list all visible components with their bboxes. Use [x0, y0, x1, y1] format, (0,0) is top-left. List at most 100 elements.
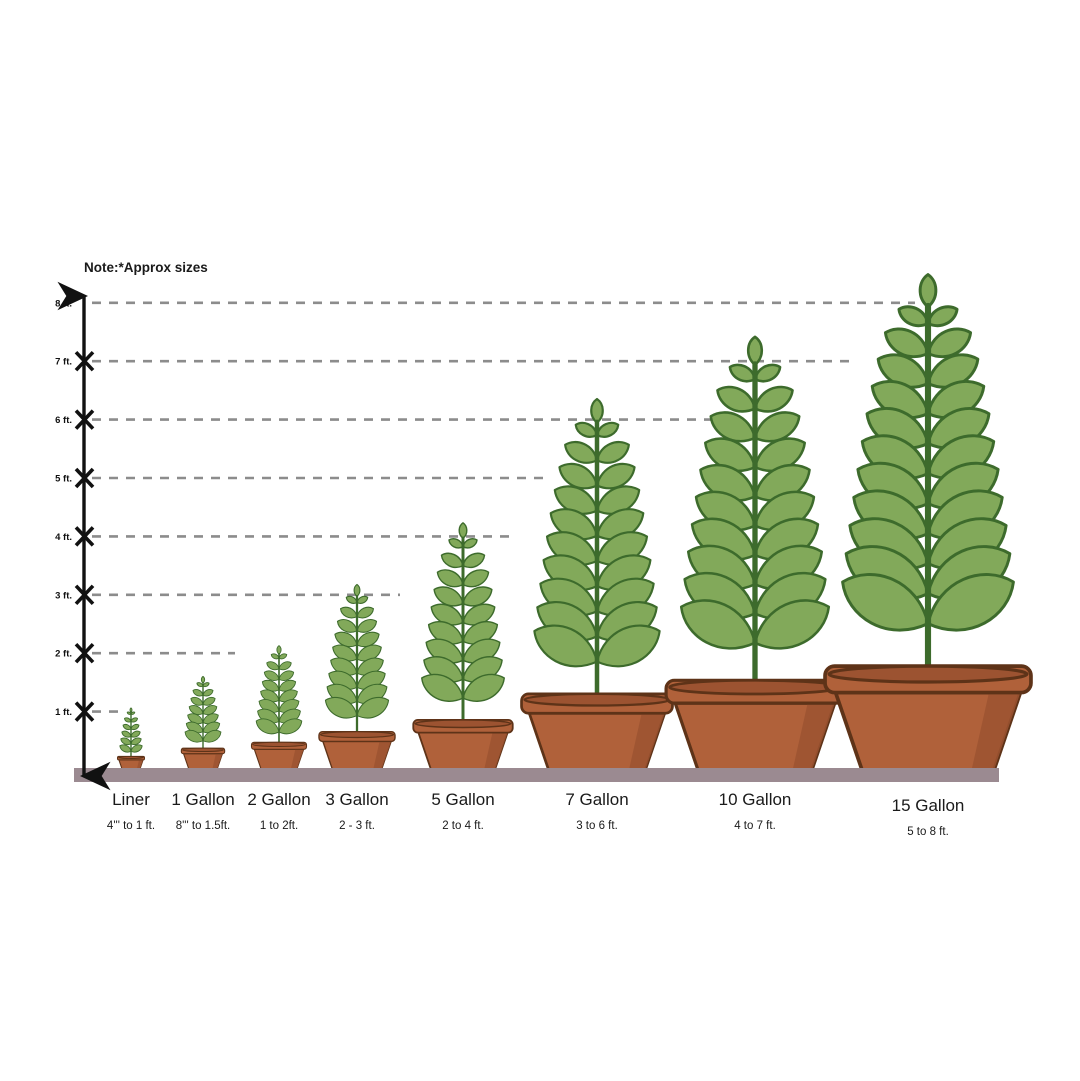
leaf: [130, 717, 138, 723]
leaf: [263, 670, 280, 681]
leaf: [841, 573, 930, 632]
leaf: [188, 705, 204, 715]
leaf: [130, 730, 141, 738]
size-name-3-gallon: 3 Gallon: [325, 790, 388, 809]
leaf-cluster: [533, 397, 661, 668]
leaf: [255, 718, 280, 735]
leaf-tip: [746, 335, 764, 367]
pot[interactable]: [412, 718, 514, 771]
leaf: [122, 723, 132, 731]
leaf: [709, 411, 757, 443]
leaf: [356, 619, 378, 633]
leaf-tip: [200, 675, 206, 684]
plant-7-gallon[interactable]: [520, 397, 674, 772]
plant-5-gallon[interactable]: [412, 522, 514, 771]
leaf: [574, 421, 599, 438]
leaf: [564, 440, 599, 464]
leaf-cluster: [841, 273, 1015, 632]
leaf: [130, 737, 142, 746]
size-name-2-gallon: 2 Gallon: [247, 790, 310, 809]
size-name-5-gallon: 5 Gallon: [431, 790, 494, 809]
leaf: [278, 653, 288, 660]
leaf: [462, 552, 486, 569]
leaf: [926, 573, 1015, 632]
leaf: [202, 705, 218, 715]
leaf: [753, 411, 801, 443]
leaf: [440, 552, 464, 569]
leaf: [356, 595, 369, 604]
ground-bar: [74, 768, 999, 782]
leaf: [883, 327, 930, 359]
leaf: [897, 305, 930, 328]
leaf: [121, 730, 132, 738]
leaf: [196, 682, 204, 688]
leaf: [595, 440, 630, 464]
leaf: [595, 462, 636, 490]
size-range-7-gallon: 3 to 6 ft.: [576, 820, 618, 832]
leaf: [202, 689, 214, 697]
pot[interactable]: [823, 664, 1033, 772]
pot[interactable]: [664, 678, 846, 772]
leaf: [679, 599, 757, 650]
tick-mark-6ft: [74, 409, 95, 430]
leaf-tip: [590, 397, 604, 424]
leaf: [130, 744, 143, 753]
tick-mark-1ft: [74, 701, 95, 722]
leaf: [130, 711, 136, 715]
size-range-5-gallon: 2 to 4 ft.: [442, 820, 484, 832]
plant-liner[interactable]: [116, 707, 146, 771]
leaf: [278, 670, 295, 681]
leaf: [595, 624, 661, 668]
size-range-2-gallon: 1 to 2ft.: [260, 820, 298, 832]
pot[interactable]: [318, 730, 396, 771]
leaf: [753, 385, 794, 413]
size-range-3-gallon: 2 - 3 ft.: [339, 820, 375, 832]
leaf: [753, 363, 782, 383]
leaf: [202, 682, 210, 688]
leaf: [339, 606, 358, 619]
pot[interactable]: [116, 755, 146, 771]
leaf: [324, 696, 358, 719]
pot[interactable]: [180, 747, 226, 771]
leaf: [202, 730, 222, 743]
leaf: [120, 737, 132, 746]
tick-label-6ft: 6 ft.: [55, 415, 72, 426]
leaf-cluster: [119, 707, 143, 753]
leaf: [926, 327, 973, 359]
plant-15-gallon[interactable]: [823, 273, 1033, 772]
tick-mark-4ft: [74, 526, 95, 547]
leaf: [421, 673, 464, 702]
plant-1-gallon[interactable]: [180, 675, 226, 771]
tick-label-4ft: 4 ft.: [55, 532, 72, 543]
leaf: [278, 718, 303, 735]
leaf: [462, 538, 478, 549]
leaf-cluster: [679, 335, 831, 650]
plant-3-gallon[interactable]: [318, 583, 396, 771]
size-name-15-gallon: 15 Gallon: [892, 796, 965, 815]
leaf: [356, 696, 390, 719]
tick-label-5ft: 5 ft.: [55, 474, 72, 485]
leaf: [126, 711, 132, 715]
pot[interactable]: [520, 692, 674, 772]
leaf-tip: [353, 583, 361, 597]
leaf: [448, 538, 464, 549]
leaf-tip: [458, 522, 468, 540]
plant-2-gallon[interactable]: [250, 645, 308, 771]
gridlines: [92, 301, 915, 713]
size-name-10-gallon: 10 Gallon: [719, 790, 792, 809]
pot[interactable]: [250, 741, 308, 771]
leaf: [336, 619, 358, 633]
tick-mark-2ft: [74, 642, 95, 664]
size-labels: Liner 4''' to 1 ft. 1 Gallon 8''' to 1.5ft.…: [107, 790, 964, 838]
tick-label-8ft: 8 ft.: [55, 298, 72, 309]
leaf: [462, 673, 505, 702]
leaf-tip: [129, 707, 133, 713]
size-name-7-gallon: 7 Gallon: [565, 790, 628, 809]
leaf: [192, 689, 204, 697]
leaf: [433, 586, 464, 607]
plant-10-gallon[interactable]: [664, 335, 846, 772]
tick-label-3ft: 3 ft.: [55, 590, 72, 601]
leaf: [130, 723, 140, 731]
